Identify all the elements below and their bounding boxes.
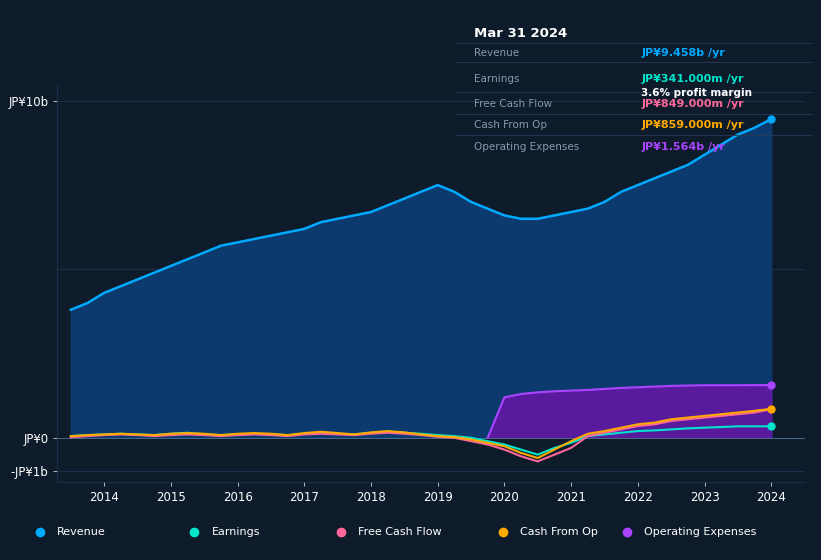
Text: Cash From Op: Cash From Op xyxy=(520,527,598,537)
Text: JP¥1.564b /yr: JP¥1.564b /yr xyxy=(641,142,725,152)
Text: JP¥849.000m /yr: JP¥849.000m /yr xyxy=(641,99,744,109)
Text: Operating Expenses: Operating Expenses xyxy=(474,142,579,152)
Text: Operating Expenses: Operating Expenses xyxy=(644,527,756,537)
Text: Mar 31 2024: Mar 31 2024 xyxy=(474,27,566,40)
Text: Free Cash Flow: Free Cash Flow xyxy=(358,527,442,537)
Text: Earnings: Earnings xyxy=(474,74,519,84)
Text: Earnings: Earnings xyxy=(211,527,260,537)
Text: JP¥859.000m /yr: JP¥859.000m /yr xyxy=(641,120,744,129)
Text: JP¥341.000m /yr: JP¥341.000m /yr xyxy=(641,74,744,84)
Text: Revenue: Revenue xyxy=(474,48,519,58)
Text: Cash From Op: Cash From Op xyxy=(474,120,547,129)
Text: Free Cash Flow: Free Cash Flow xyxy=(474,99,552,109)
Text: JP¥9.458b /yr: JP¥9.458b /yr xyxy=(641,48,725,58)
Text: Revenue: Revenue xyxy=(57,527,106,537)
Text: 3.6% profit margin: 3.6% profit margin xyxy=(641,88,752,98)
